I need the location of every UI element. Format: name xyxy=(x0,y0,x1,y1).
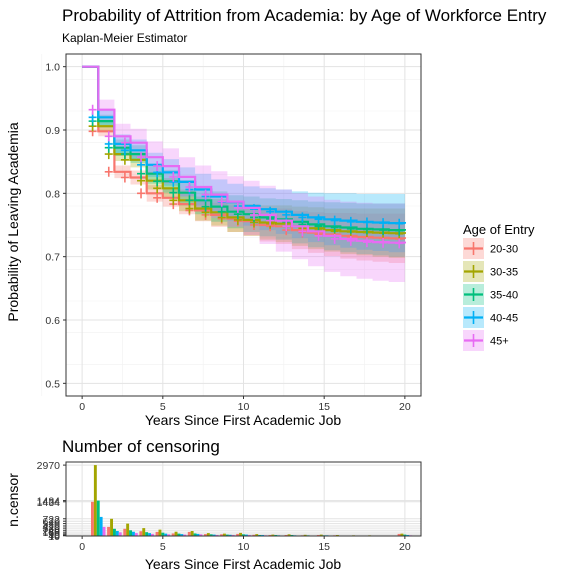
censor-x-tick-label: 0 xyxy=(79,541,85,553)
legend-key-20-30: 20-30 xyxy=(463,238,518,259)
censor-bar-30-35 xyxy=(142,528,145,536)
km-y-tick-label: 0.7 xyxy=(45,252,60,264)
legend-key-45+: 45+ xyxy=(463,330,509,351)
censor-y-tick-label: 10 xyxy=(48,531,60,543)
censor-bar-35-40 xyxy=(145,532,148,536)
censor-bar-30-35 xyxy=(126,524,129,536)
censor-bar-30-35 xyxy=(175,532,178,536)
censor-bar-35-40 xyxy=(113,529,116,536)
legend-title: Age of Entry xyxy=(463,222,535,237)
censor-bar-20-30 xyxy=(91,502,94,536)
censor-y-tick-label: 1434 xyxy=(37,497,61,509)
censor-bar-20-30 xyxy=(107,527,110,536)
censor-bar-45+ xyxy=(103,527,106,536)
censor-bar-20-30 xyxy=(156,532,159,536)
main-x-axis-title: Years Since First Academic Job xyxy=(145,412,342,428)
km-y-tick-label: 1.0 xyxy=(45,62,60,74)
legend: Age of Entry 20-30 30-35 35-40 40-45 45+ xyxy=(463,222,535,351)
legend-key-35-40: 35-40 xyxy=(463,284,518,305)
legend-label: 40-45 xyxy=(490,313,518,325)
censor-bar-20-30 xyxy=(123,529,126,536)
censor-bar-40-45 xyxy=(132,532,135,536)
km-plot-panel: 0.5 0.6 0.7 0.8 0.9 1.0 0 5 10 15 20 xyxy=(42,54,421,413)
censor-y-axis-title: n.censor xyxy=(5,473,21,527)
censor-bar-30-35 xyxy=(159,530,162,536)
legend-label: 20-30 xyxy=(490,244,518,256)
main-chart-subtitle: Kaplan-Meier Estimator xyxy=(62,31,187,45)
censor-x-tick-label: 5 xyxy=(160,541,166,553)
legend-label: 35-40 xyxy=(490,290,518,302)
km-x-tick-label: 20 xyxy=(399,401,411,413)
legend-key-30-35: 30-35 xyxy=(463,261,518,282)
main-y-axis-title: Probability of Leaving Academia xyxy=(5,122,21,321)
censor-chart-title: Number of censoring xyxy=(62,437,220,456)
censor-bar-45+ xyxy=(119,532,122,536)
km-y-tick-label: 0.5 xyxy=(45,378,60,390)
censor-bar-30-35 xyxy=(191,531,194,536)
censor-x-tick-label: 15 xyxy=(318,541,330,553)
censor-bar-20-30 xyxy=(188,532,191,536)
censor-bar-35-40 xyxy=(129,530,132,536)
km-y-tick-label: 0.6 xyxy=(45,315,60,327)
legend-key-40-45: 40-45 xyxy=(463,307,518,328)
censor-bar-40-45 xyxy=(100,517,103,536)
censor-bar-40-45 xyxy=(116,531,119,536)
km-y-tick-label: 0.8 xyxy=(45,188,60,200)
censor-y-tick-label: 2970 xyxy=(37,460,61,472)
censor-bar-30-35 xyxy=(94,465,97,536)
legend-label: 30-35 xyxy=(490,267,518,279)
legend-label: 45+ xyxy=(490,336,509,348)
censor-bar-20-30 xyxy=(139,531,142,536)
censor-plot-panel: 2970148414347226205204203302401609040100… xyxy=(37,460,421,553)
censor-bar-30-35 xyxy=(110,519,113,536)
main-chart-title: Probability of Attrition from Academia: … xyxy=(62,6,547,25)
censor-x-tick-label: 10 xyxy=(238,541,250,553)
censor-bar-35-40 xyxy=(97,501,100,536)
censor-x-axis-title: Years Since First Academic Job xyxy=(145,556,342,572)
censor-x-tick-label: 20 xyxy=(399,541,411,553)
km-x-tick-label: 0 xyxy=(79,401,85,413)
km-y-tick-label: 0.9 xyxy=(45,125,60,137)
